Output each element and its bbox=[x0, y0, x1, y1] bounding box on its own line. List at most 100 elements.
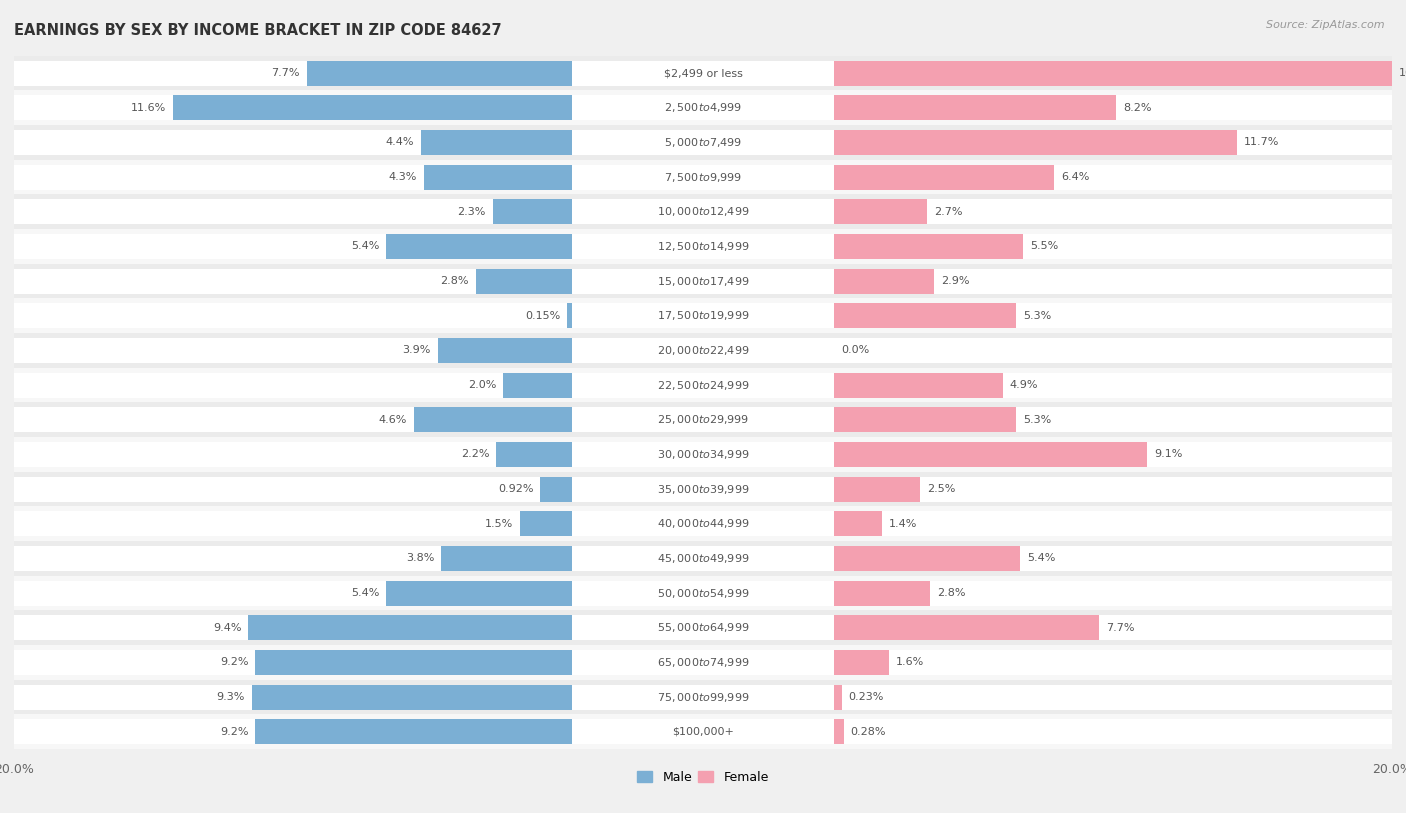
Text: $2,500 to $4,999: $2,500 to $4,999 bbox=[664, 102, 742, 114]
Bar bbox=[14, 130, 572, 154]
Bar bbox=[834, 338, 1392, 363]
Bar bbox=[14, 164, 572, 189]
Text: $30,000 to $34,999: $30,000 to $34,999 bbox=[657, 448, 749, 461]
Bar bbox=[307, 61, 572, 85]
Bar bbox=[572, 372, 834, 398]
Text: $40,000 to $44,999: $40,000 to $44,999 bbox=[657, 517, 749, 530]
Bar bbox=[14, 511, 572, 537]
Bar bbox=[572, 650, 834, 675]
Text: 11.7%: 11.7% bbox=[1244, 137, 1279, 147]
Text: $20,000 to $22,499: $20,000 to $22,499 bbox=[657, 344, 749, 357]
Text: 5.3%: 5.3% bbox=[1024, 415, 1052, 424]
Bar bbox=[14, 263, 1392, 298]
Text: $50,000 to $54,999: $50,000 to $54,999 bbox=[657, 587, 749, 600]
Text: 11.6%: 11.6% bbox=[131, 102, 166, 113]
Bar bbox=[14, 472, 1392, 506]
Bar bbox=[572, 234, 834, 259]
Bar bbox=[834, 199, 1392, 224]
Bar bbox=[834, 268, 1392, 293]
Bar bbox=[572, 615, 834, 641]
Bar bbox=[572, 338, 834, 363]
Bar bbox=[14, 541, 1392, 576]
Bar bbox=[834, 268, 934, 293]
Bar bbox=[14, 333, 1392, 367]
Text: 7.7%: 7.7% bbox=[1107, 623, 1135, 633]
Bar bbox=[14, 402, 1392, 437]
Bar bbox=[572, 164, 834, 189]
Bar bbox=[572, 476, 834, 502]
Bar bbox=[834, 234, 1392, 259]
Text: 5.4%: 5.4% bbox=[1026, 554, 1054, 563]
Text: 2.8%: 2.8% bbox=[440, 276, 468, 286]
Bar bbox=[14, 442, 572, 467]
Bar bbox=[834, 511, 1392, 537]
Text: 8.2%: 8.2% bbox=[1123, 102, 1152, 113]
Bar bbox=[834, 511, 882, 537]
Bar bbox=[425, 164, 572, 189]
Bar bbox=[475, 268, 572, 293]
Bar bbox=[834, 95, 1116, 120]
Bar bbox=[256, 720, 572, 745]
Bar bbox=[572, 199, 834, 224]
Bar bbox=[834, 720, 1392, 745]
Bar bbox=[252, 685, 572, 710]
Bar bbox=[173, 95, 572, 120]
Bar bbox=[14, 199, 572, 224]
Text: 5.3%: 5.3% bbox=[1024, 311, 1052, 321]
Text: 5.4%: 5.4% bbox=[352, 241, 380, 251]
Text: 2.9%: 2.9% bbox=[941, 276, 969, 286]
Text: 1.4%: 1.4% bbox=[889, 519, 917, 528]
Text: $7,500 to $9,999: $7,500 to $9,999 bbox=[664, 171, 742, 184]
Bar bbox=[14, 338, 572, 363]
Bar bbox=[14, 576, 1392, 611]
Text: 5.4%: 5.4% bbox=[352, 588, 380, 598]
Bar bbox=[834, 130, 1392, 154]
Bar bbox=[834, 580, 1392, 606]
Bar bbox=[14, 715, 1392, 749]
Bar bbox=[572, 130, 834, 154]
Text: 0.92%: 0.92% bbox=[498, 484, 533, 494]
Bar bbox=[834, 476, 1392, 502]
Text: 2.3%: 2.3% bbox=[457, 207, 486, 217]
Text: 9.2%: 9.2% bbox=[219, 658, 249, 667]
Text: 9.4%: 9.4% bbox=[212, 623, 242, 633]
Text: 4.9%: 4.9% bbox=[1010, 380, 1038, 390]
Bar bbox=[14, 229, 1392, 263]
Bar bbox=[572, 268, 834, 293]
Bar bbox=[572, 546, 834, 571]
Bar bbox=[14, 95, 572, 120]
Text: 9.2%: 9.2% bbox=[219, 727, 249, 737]
Text: 2.5%: 2.5% bbox=[927, 484, 955, 494]
Text: 5.5%: 5.5% bbox=[1031, 241, 1059, 251]
Bar bbox=[834, 476, 920, 502]
Text: 4.3%: 4.3% bbox=[388, 172, 418, 182]
Text: 1.6%: 1.6% bbox=[896, 658, 924, 667]
Bar bbox=[437, 338, 572, 363]
Bar bbox=[834, 372, 1392, 398]
Text: $35,000 to $39,999: $35,000 to $39,999 bbox=[657, 483, 749, 496]
Bar bbox=[249, 615, 572, 641]
Bar bbox=[572, 511, 834, 537]
Text: 4.6%: 4.6% bbox=[378, 415, 406, 424]
Bar bbox=[572, 685, 834, 710]
Bar bbox=[14, 159, 1392, 194]
Bar bbox=[14, 476, 572, 502]
Bar bbox=[834, 442, 1392, 467]
Text: 0.23%: 0.23% bbox=[849, 692, 884, 702]
Bar bbox=[14, 125, 1392, 159]
Bar bbox=[834, 720, 844, 745]
Text: 6.4%: 6.4% bbox=[1062, 172, 1090, 182]
Bar bbox=[413, 407, 572, 433]
Text: 16.2%: 16.2% bbox=[1399, 68, 1406, 78]
Bar bbox=[14, 234, 572, 259]
Bar bbox=[834, 199, 927, 224]
Bar bbox=[14, 437, 1392, 472]
Bar bbox=[834, 546, 1019, 571]
Bar bbox=[834, 61, 1392, 85]
Bar bbox=[834, 546, 1392, 571]
Text: 4.4%: 4.4% bbox=[385, 137, 413, 147]
Bar bbox=[14, 61, 572, 85]
Text: Source: ZipAtlas.com: Source: ZipAtlas.com bbox=[1267, 20, 1385, 30]
Bar bbox=[14, 646, 1392, 680]
Bar bbox=[834, 303, 1017, 328]
